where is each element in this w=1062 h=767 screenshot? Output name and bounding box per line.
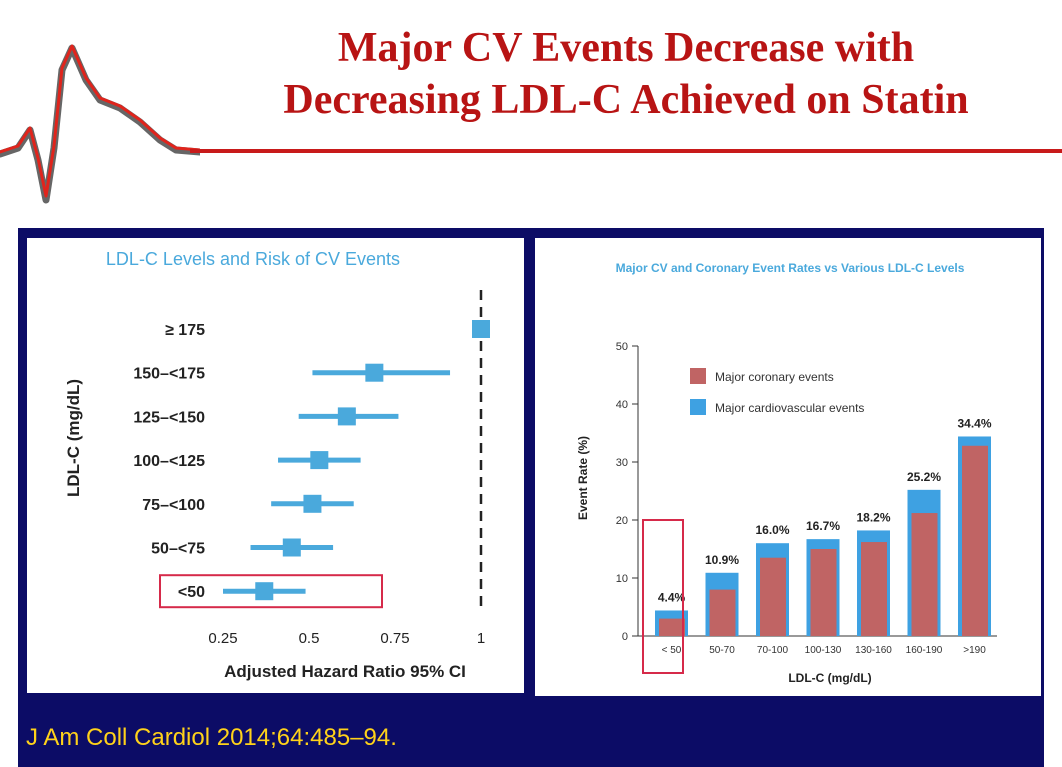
x-axis-label: LDL-C (mg/dL) [788, 671, 871, 685]
y-tick-label: 10 [616, 573, 628, 585]
x-tick-label: 50-70 [709, 645, 735, 656]
slide-title-line-2: Decreasing LDL-C Achieved on Statin [283, 77, 969, 123]
legend-swatch-cardiovascular [690, 399, 706, 415]
legend-swatch-coronary [690, 368, 706, 384]
slide-title-line-1: Major CV Events Decrease with [337, 25, 915, 71]
x-tick-label: 70-100 [757, 645, 789, 656]
bar-coronary [911, 513, 938, 636]
x-tick-label: 0.75 [380, 630, 409, 647]
forest-title: LDL-C Levels and Risk of CV Events [106, 249, 400, 269]
data-label: 16.0% [755, 523, 789, 537]
highlight-box-lt50 [642, 519, 684, 674]
y-tick-label: 125–<150 [133, 409, 205, 426]
citation: J Am Coll Cardiol 2014;64:485–94. [26, 724, 397, 751]
x-tick-label: >190 [963, 645, 986, 656]
legend-label-coronary: Major coronary events [715, 370, 834, 384]
x-tick-label: 160-190 [906, 645, 943, 656]
highlight-box-lt50 [159, 574, 383, 609]
bar-coronary [861, 542, 887, 636]
y-tick-label: 75–<100 [142, 497, 205, 514]
bar-coronary [760, 557, 786, 636]
data-label: 34.4% [957, 416, 991, 430]
data-label: 4.4% [658, 590, 686, 604]
y-tick-label: 50–<75 [151, 541, 205, 558]
y-axis-label: Event Rate (%) [576, 436, 590, 520]
hazard-point [310, 451, 329, 470]
data-label: 16.7% [806, 519, 840, 533]
hazard-point [365, 363, 384, 382]
forest-plot-panel: LDL-C Levels and Risk of CV Events ≥ 175 1… [27, 238, 524, 693]
hazard-point [255, 582, 274, 601]
x-tick-label: 1 [477, 630, 485, 647]
y-tick-label: 20 [616, 515, 628, 527]
y-tick-label: ≥ 175 [165, 322, 205, 339]
bar-chart-title: Major CV and Coronary Event Rates vs Var… [616, 261, 965, 275]
y-tick-label: <50 [178, 584, 205, 601]
y-tick-label: 100–<125 [133, 453, 205, 470]
hazard-point [282, 538, 301, 557]
bar-coronary [659, 618, 685, 636]
legend-label-cardiovascular: Major cardiovascular events [715, 401, 864, 415]
x-tick-label: 100-130 [805, 645, 842, 656]
x-tick-label: 0.25 [208, 630, 237, 647]
data-label: 10.9% [705, 553, 739, 567]
bar-coronary [810, 549, 837, 636]
bar-coronary [962, 445, 988, 636]
hazard-point [337, 407, 356, 426]
y-tick-label: 40 [616, 399, 628, 411]
forest-plot: LDL-C Levels and Risk of CV Events ≥ 175 1… [64, 249, 490, 681]
x-tick-label: 0.5 [299, 630, 320, 647]
y-tick-label: 50 [616, 341, 628, 353]
x-tick-label: < 50 [662, 645, 682, 656]
slide-title: Major CV Events Decrease with Decreasing… [190, 22, 1062, 126]
data-label: 18.2% [856, 510, 890, 524]
y-tick-label: 150–<175 [133, 366, 205, 383]
bar-chart: Major CV and Coronary Event Rates vs Var… [576, 261, 997, 685]
ecg-logo [0, 44, 200, 204]
x-tick-label: 130-160 [855, 645, 892, 656]
hazard-point [472, 320, 490, 338]
bar-coronary [709, 589, 736, 636]
x-axis-label: Adjusted Hazard Ratio 95% CI [224, 662, 466, 681]
bar-chart-panel: Major CV and Coronary Event Rates vs Var… [535, 238, 1041, 696]
y-tick-label: 30 [616, 457, 628, 469]
y-tick-label: 0 [622, 631, 628, 643]
title-underline [190, 149, 1062, 153]
y-axis-label: LDL-C (mg/dL) [64, 379, 83, 497]
hazard-point [303, 494, 322, 513]
data-label: 25.2% [907, 470, 941, 484]
